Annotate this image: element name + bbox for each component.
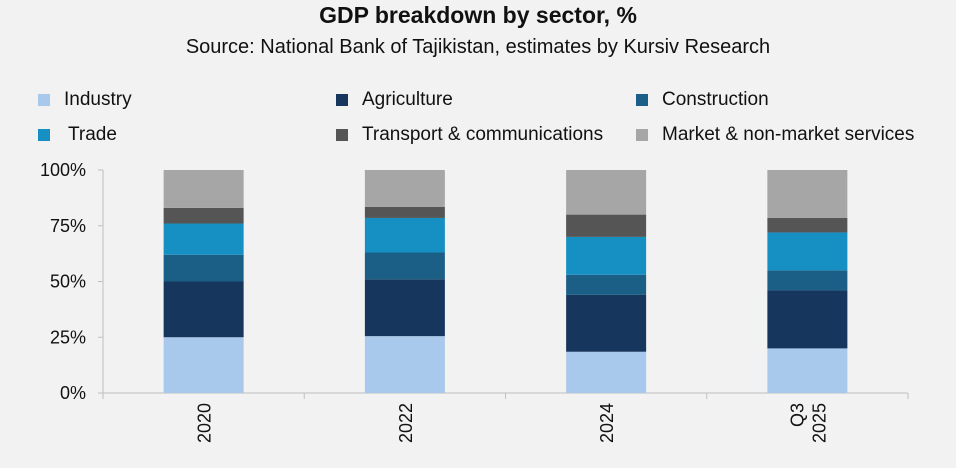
legend-label: Market & non-market services — [662, 124, 915, 145]
bar-segment — [364, 279, 445, 337]
legend-label: Agriculture — [362, 89, 453, 110]
bar-segment — [364, 217, 445, 253]
bar-segment — [566, 274, 647, 295]
bar-segment — [163, 170, 244, 208]
bar-segment — [566, 170, 647, 215]
y-tick-label: 50% — [50, 272, 86, 292]
bar-segment — [767, 348, 848, 393]
legend-item-construction: Construction — [636, 89, 769, 111]
legend-item-agriculture: Agriculture — [336, 89, 453, 111]
legend-item-services: Market & non-market services — [636, 124, 914, 146]
bar-segment — [767, 270, 848, 291]
bar-segment — [767, 170, 848, 218]
x-tick-label: 2025 — [809, 403, 829, 443]
y-tick-label: 75% — [50, 216, 86, 236]
y-tick-label: 100% — [40, 160, 86, 180]
legend-item-transport: Transport & communications — [336, 124, 603, 146]
legend-swatch — [38, 129, 50, 141]
legend-label: Transport & communications — [362, 124, 604, 145]
x-tick-label: 2022 — [396, 403, 416, 443]
legend-label: Trade — [68, 124, 117, 145]
bar-segment — [566, 294, 647, 352]
legend-swatch — [38, 94, 50, 106]
chart-title: GDP breakdown by sector, % — [319, 2, 637, 28]
bar-segment — [163, 337, 244, 393]
bar-segment — [566, 236, 647, 275]
bar-segment — [364, 252, 445, 280]
legend-item-trade: Trade — [38, 124, 117, 146]
x-tick-label: 2024 — [597, 403, 617, 443]
bar-segment — [767, 232, 848, 271]
legend-item-industry: Industry — [38, 89, 132, 111]
bar-segment — [163, 223, 244, 255]
bar-segment — [364, 336, 445, 393]
bar-segment — [163, 207, 244, 224]
bar-segment — [767, 217, 848, 233]
bar-segment — [364, 206, 445, 218]
chart-subtitle: Source: National Bank of Tajikistan, est… — [185, 36, 771, 58]
bar-segment — [163, 254, 244, 282]
legend-label: Construction — [662, 89, 769, 110]
legend-swatch — [636, 129, 648, 141]
legend-label: Industry — [64, 89, 132, 110]
bar-segment — [566, 351, 647, 393]
y-tick-label: 25% — [50, 327, 86, 347]
legend-swatch — [336, 94, 348, 106]
legend-swatch — [336, 129, 348, 141]
bar-segment — [566, 214, 647, 237]
legend-swatch — [636, 94, 648, 106]
x-tick-label: 2020 — [195, 403, 215, 443]
bar-segment — [163, 281, 244, 338]
bar-segment — [767, 290, 848, 349]
x-tick-label: Q3 — [787, 403, 807, 427]
y-tick-label: 0% — [60, 383, 86, 403]
bar-segment — [364, 170, 445, 207]
